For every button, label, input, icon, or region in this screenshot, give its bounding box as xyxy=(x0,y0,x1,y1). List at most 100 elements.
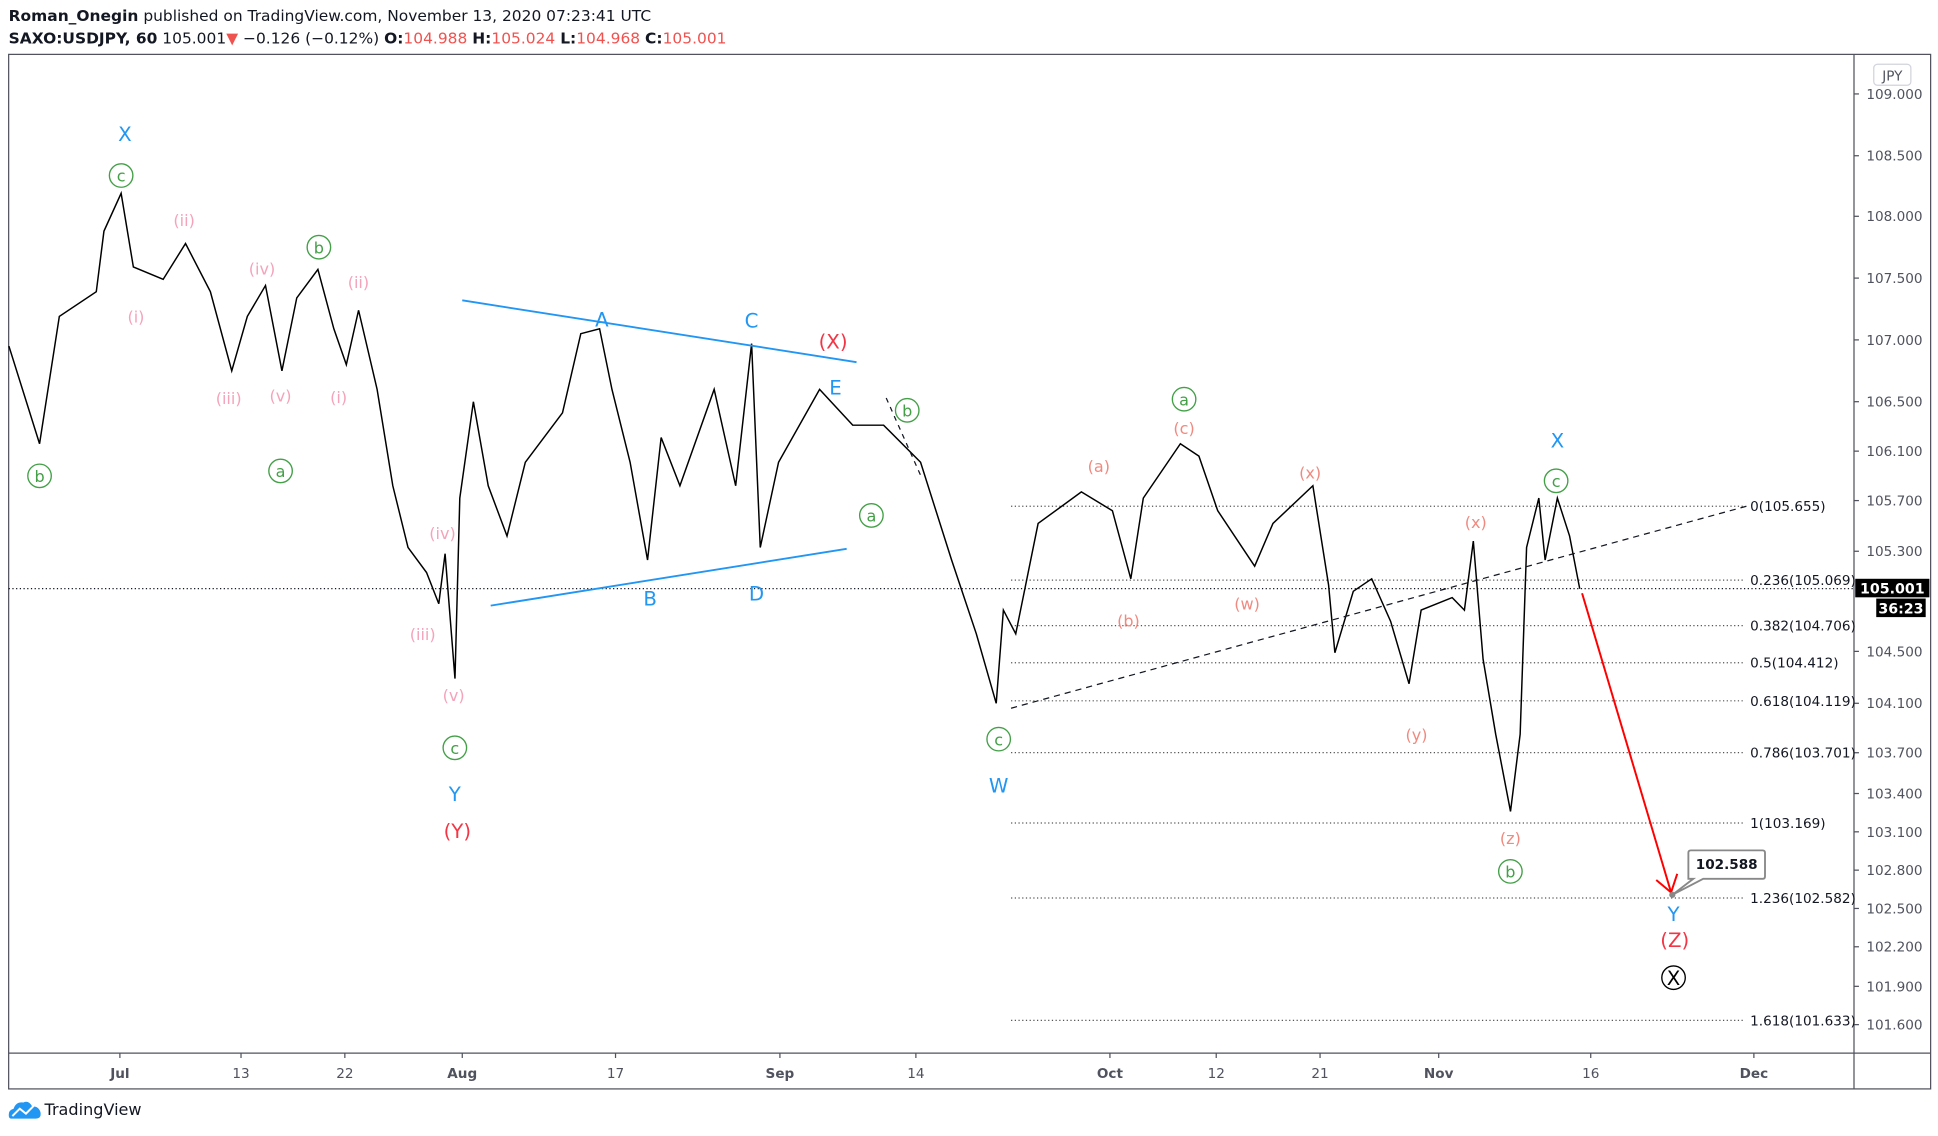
wave-label[interactable]: (iv) xyxy=(249,259,275,278)
fib-level-label: 1.618(101.633) xyxy=(1750,1013,1856,1029)
high-label: H: xyxy=(472,28,492,47)
brand-name: TradingView xyxy=(44,1100,142,1120)
wave-label[interactable]: (iv) xyxy=(429,524,455,543)
high-value: 105.024 xyxy=(491,28,556,47)
price-tick-label: 101.900 xyxy=(1866,979,1922,995)
price-axis[interactable]: 109.000 108.500 108.000 107.500 107.000 106.5… xyxy=(1853,87,1923,1034)
wave-label[interactable]: c xyxy=(1543,468,1569,494)
wave-label[interactable]: X xyxy=(118,123,132,146)
price-series xyxy=(8,190,1581,812)
wave-label[interactable]: A xyxy=(595,308,609,331)
wave-label-text: B xyxy=(643,588,657,611)
wave-label-circle xyxy=(858,502,884,528)
wave-label[interactable]: (i) xyxy=(127,308,144,327)
wave-label[interactable]: b xyxy=(894,397,920,423)
wave-label[interactable]: (ii) xyxy=(173,211,194,230)
wave-label-text: a xyxy=(866,507,876,526)
wave-label[interactable]: (iii) xyxy=(216,389,242,408)
wave-label-circle xyxy=(306,234,332,260)
wave-label[interactable]: (Y) xyxy=(444,820,471,843)
projection-arrow[interactable] xyxy=(1581,592,1673,893)
wave-label[interactable]: a xyxy=(1171,386,1197,412)
wave-label[interactable]: (b) xyxy=(1117,612,1140,631)
time-tick-label: Sep xyxy=(766,1066,795,1082)
wave-label[interactable]: (y) xyxy=(1405,725,1427,744)
wave-label-circle xyxy=(108,163,134,188)
author[interactable]: Roman_Onegin xyxy=(8,6,139,25)
wave-label[interactable]: B xyxy=(643,588,657,611)
wave-label-text: (ii) xyxy=(173,211,194,230)
wave-label[interactable]: a xyxy=(268,458,293,484)
wave-label[interactable]: (iii) xyxy=(410,625,436,644)
wave-label-text: (iv) xyxy=(249,259,275,278)
wave-label[interactable]: X xyxy=(1661,965,1686,991)
countdown-text: 36:23 xyxy=(1878,601,1923,617)
wave-label[interactable]: (v) xyxy=(270,387,292,406)
time-tick-label: Nov xyxy=(1424,1066,1454,1082)
wave-label[interactable]: (c) xyxy=(1173,419,1194,438)
wave-label[interactable]: D xyxy=(749,583,764,606)
symbol[interactable]: SAXO:USDJPY, 60 xyxy=(8,28,158,47)
wave-label[interactable]: X xyxy=(1551,429,1565,452)
wave-label[interactable]: (Z) xyxy=(1660,929,1689,952)
open-label: O: xyxy=(384,28,404,47)
wave-label-text: (i) xyxy=(127,308,144,327)
wave-label[interactable]: c xyxy=(442,735,468,761)
wave-labels[interactable]: Xc b (ii) (i) (iv) (iii) (v) b (ii) (i) a (iv) (iii)… xyxy=(27,123,1689,991)
wave-label[interactable]: (x) xyxy=(1299,463,1321,482)
wave-label-text: a xyxy=(276,462,286,481)
wave-label-text: (b) xyxy=(1117,612,1140,631)
wave-label[interactable]: C xyxy=(745,310,759,333)
wave-label[interactable]: (ii) xyxy=(348,273,369,292)
triangle-lower-line[interactable] xyxy=(490,547,847,607)
dashed-segment[interactable] xyxy=(885,397,922,477)
price-tick-label: 106.500 xyxy=(1866,395,1922,411)
wave-label-text: b xyxy=(902,402,912,421)
chart-frame xyxy=(8,53,1932,1090)
target-callout[interactable] xyxy=(1671,849,1766,896)
wave-label[interactable]: (x) xyxy=(1465,513,1487,532)
wave-label[interactable]: (w) xyxy=(1234,594,1260,613)
wave-label[interactable]: a xyxy=(858,502,884,528)
time-tick-label: 12 xyxy=(1208,1066,1225,1082)
time-tick-label: Dec xyxy=(1740,1066,1769,1082)
wave-label[interactable]: E xyxy=(829,376,842,399)
time-tick-label: 21 xyxy=(1311,1066,1328,1082)
time-axis[interactable]: Jul 13 22 Aug 17 Sep 14 Oct 12 21 Nov 16 Dec xyxy=(109,1053,1768,1082)
fib-level-label: 0.5(104.412) xyxy=(1750,656,1838,672)
triangle-upper-line[interactable] xyxy=(462,299,857,364)
wave-label[interactable]: b xyxy=(1497,858,1523,884)
wave-label-text: b xyxy=(314,238,324,257)
price-tick-label: 103.700 xyxy=(1866,746,1922,762)
wave-label-text: a xyxy=(1179,390,1189,409)
wave-label[interactable]: b xyxy=(306,234,332,260)
wave-label-text: c xyxy=(1552,472,1561,491)
wave-label[interactable]: Y xyxy=(1667,903,1681,926)
wave-label[interactable]: c xyxy=(108,163,134,188)
fib-level-label: 0.382(104.706) xyxy=(1750,619,1856,635)
wave-label[interactable]: (a) xyxy=(1088,457,1110,476)
wave-label-text: (iii) xyxy=(216,389,242,408)
wave-label[interactable]: b xyxy=(27,463,52,489)
wave-label[interactable]: (z) xyxy=(1500,829,1521,848)
tradingview-logo[interactable]: TradingView xyxy=(8,1100,142,1120)
price-tick-label: 108.500 xyxy=(1866,149,1922,165)
time-tick-label: 17 xyxy=(607,1066,624,1082)
time-tick-label: 14 xyxy=(907,1066,924,1082)
wave-label[interactable]: Y xyxy=(448,783,462,806)
wave-label[interactable]: (X) xyxy=(819,331,848,354)
trend-line-dashed[interactable] xyxy=(1010,504,1750,709)
wave-label[interactable]: (i) xyxy=(330,388,347,407)
fib-level-label: 0.236(105.069) xyxy=(1750,573,1856,589)
currency-button[interactable] xyxy=(1873,63,1912,86)
wave-label-text: (c) xyxy=(1173,419,1194,438)
price-tick-label: 103.400 xyxy=(1866,786,1922,802)
wave-label-circle xyxy=(986,726,1012,752)
wave-label[interactable]: c xyxy=(986,726,1012,752)
symbol-legend: SAXO:USDJPY, 60 105.001▼ −0.126 (−0.12%)… xyxy=(9,28,727,47)
wave-label[interactable]: W xyxy=(989,774,1009,797)
wave-label-text: (v) xyxy=(443,686,465,705)
fib-retracement[interactable]: 0(105.655) 0.236(105.069) 0.382(104.706) 0.… xyxy=(1011,499,1856,1029)
wave-label[interactable]: (v) xyxy=(443,686,465,705)
